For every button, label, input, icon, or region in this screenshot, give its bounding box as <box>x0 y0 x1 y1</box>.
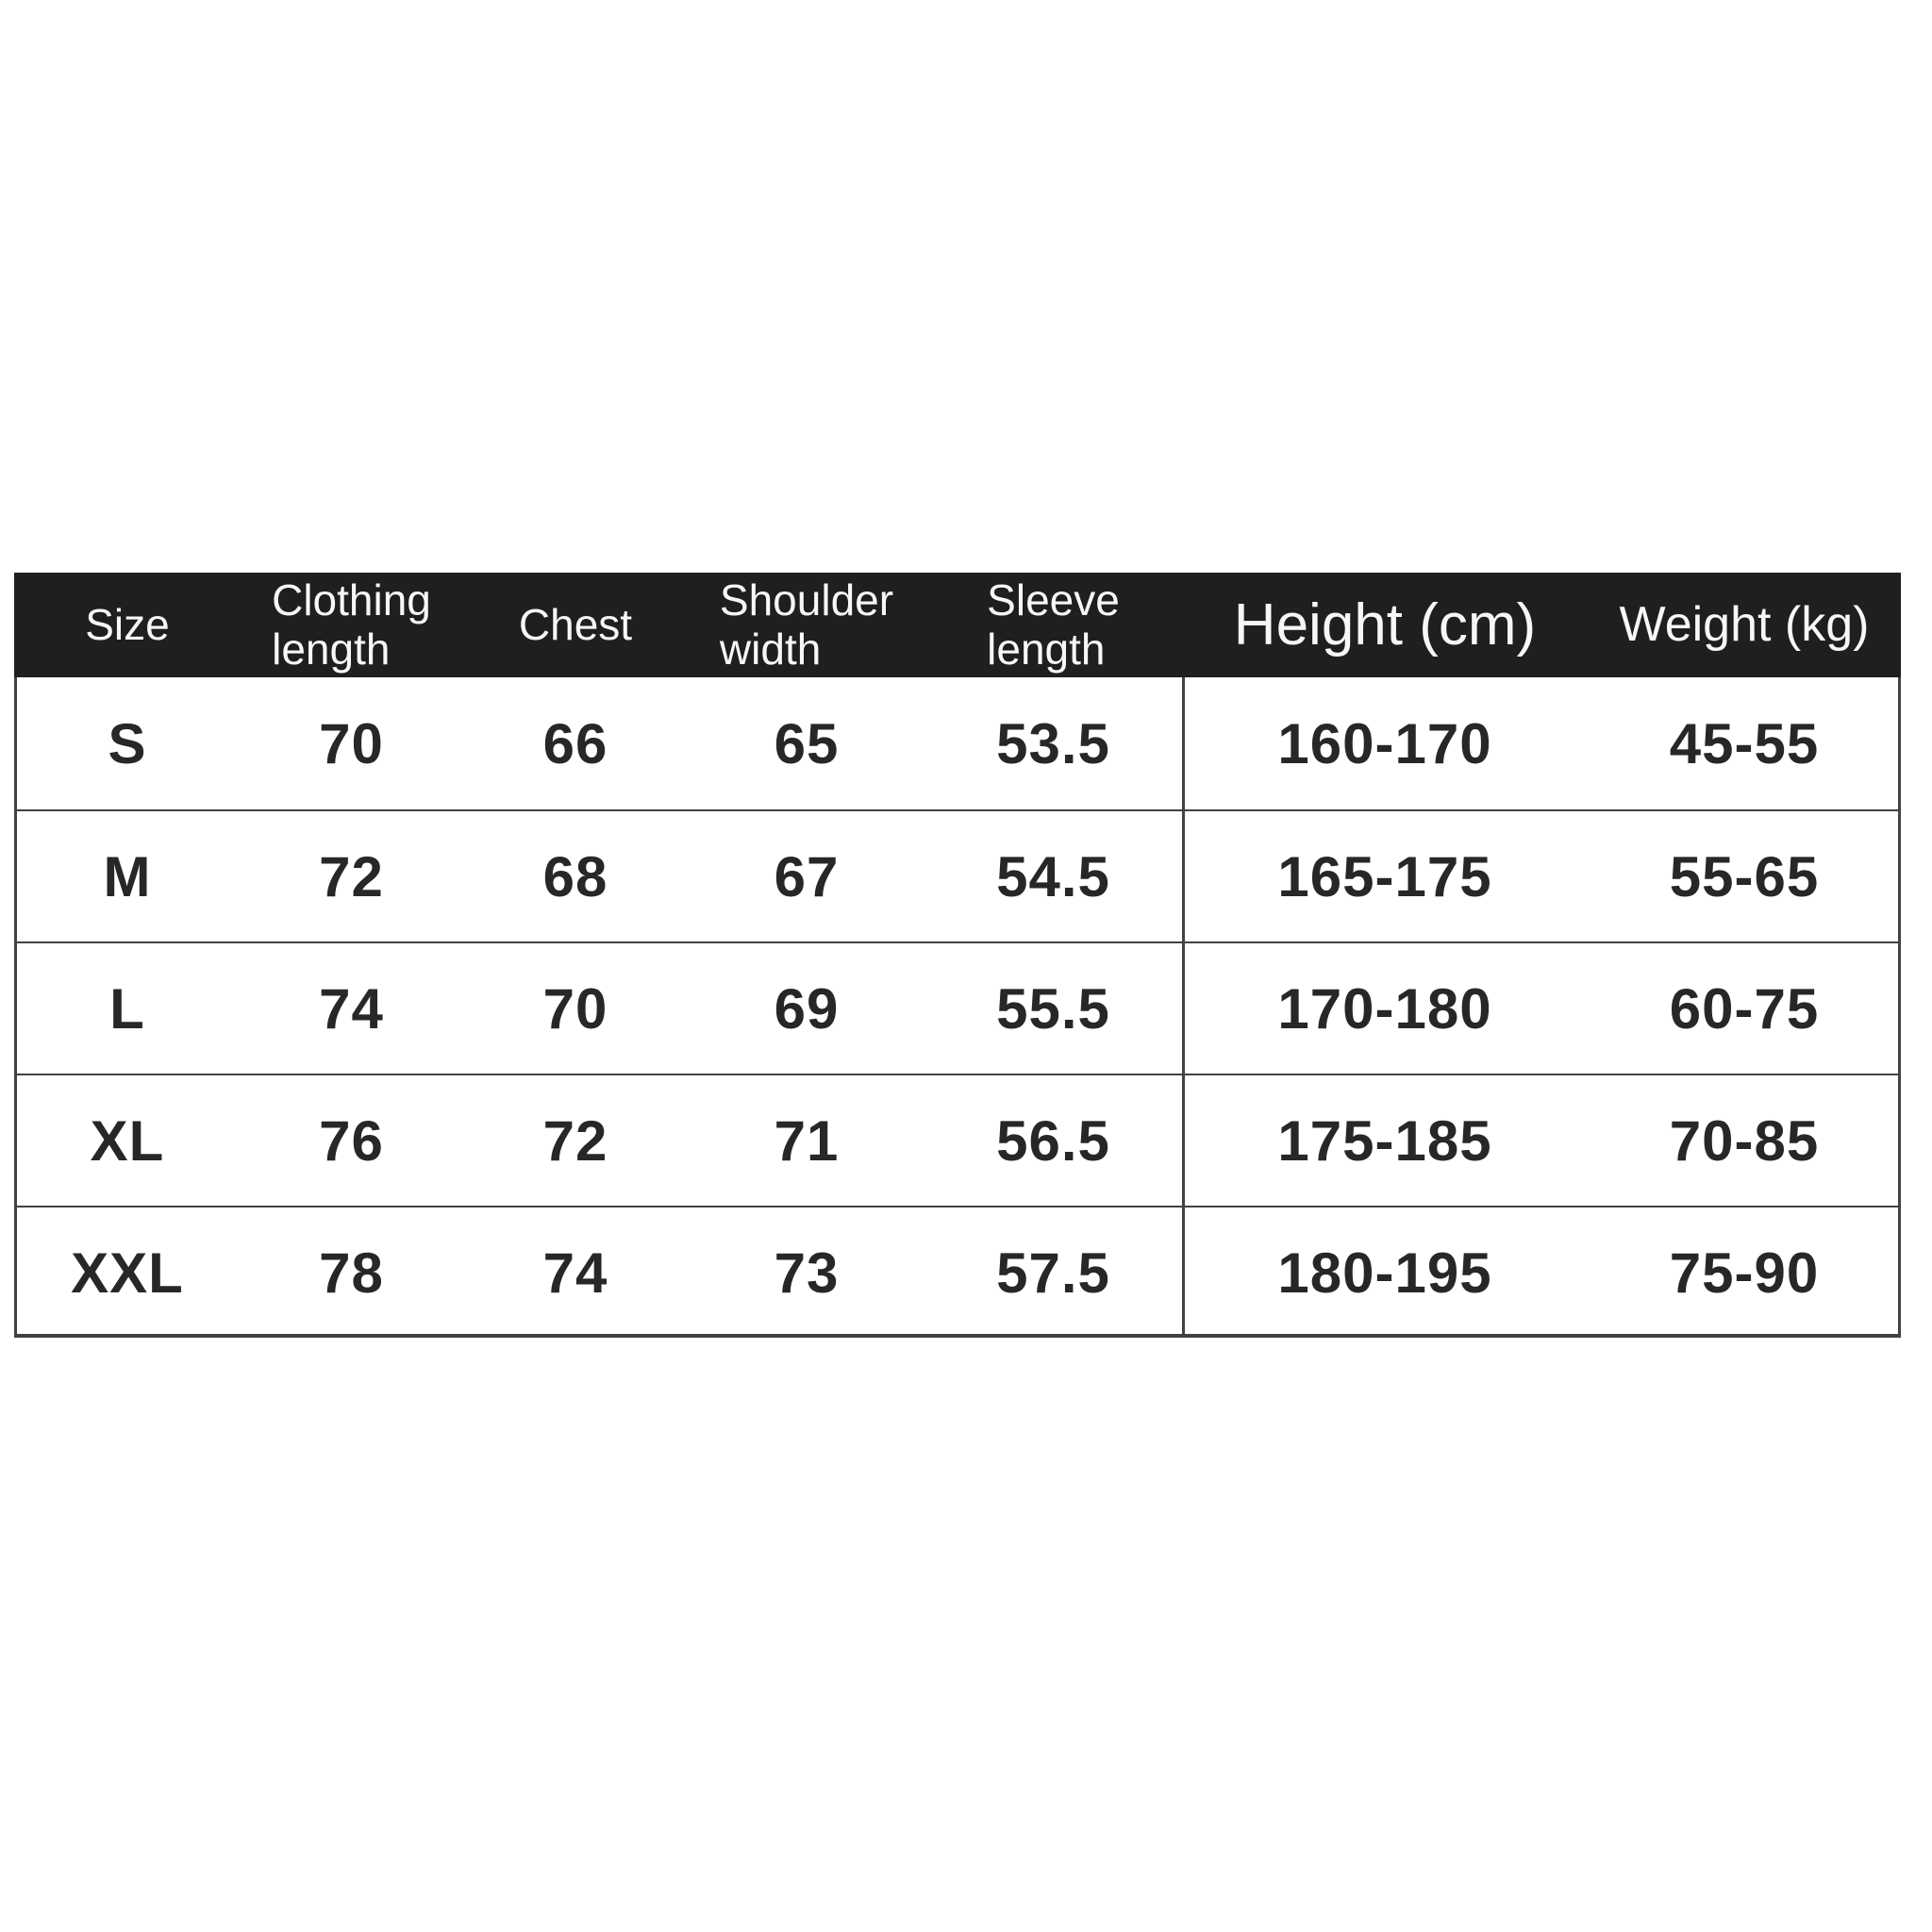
table-row-l: L 74 70 69 55.5 170-180 60-75 <box>14 941 1901 1074</box>
table-row-xl: XL 76 72 71 56.5 175-185 70-85 <box>14 1074 1901 1206</box>
cell-clothing-length: 70 <box>319 711 384 775</box>
cell-sleeve-length: 56.5 <box>996 1108 1110 1173</box>
cell-height: 175-185 <box>1277 1108 1492 1173</box>
cell-shoulder-width: 65 <box>774 711 840 775</box>
cell-shoulder-width: 67 <box>774 844 840 908</box>
cell-size: L <box>109 976 145 1041</box>
header-cell-height: Height (cm) <box>1182 573 1588 677</box>
header-cell-size: Size <box>14 573 241 677</box>
cell-chest: 66 <box>542 711 608 775</box>
cell-shoulder-width: 73 <box>774 1241 840 1305</box>
size-chart-table: Size Clothing length Chest Shoulder widt… <box>14 573 1901 1338</box>
cell-size: S <box>108 711 147 775</box>
cell-chest: 72 <box>542 1108 608 1173</box>
header-cell-clothing-length: Clothing length <box>241 573 462 677</box>
cell-weight: 60-75 <box>1669 976 1820 1041</box>
header-label: Size <box>85 599 170 649</box>
table-row-xxl: XXL 78 74 73 57.5 180-195 75-90 <box>14 1206 1901 1338</box>
header-label: Weight (kg) <box>1619 597 1870 653</box>
cell-sleeve-length: 55.5 <box>996 976 1110 1041</box>
cell-weight: 70-85 <box>1669 1108 1820 1173</box>
cell-weight: 75-90 <box>1669 1241 1820 1305</box>
cell-clothing-length: 72 <box>319 844 384 908</box>
cell-size: M <box>103 844 152 908</box>
cell-height: 160-170 <box>1277 711 1492 775</box>
header-label: Clothing length <box>272 575 431 674</box>
cell-height: 170-180 <box>1277 976 1492 1041</box>
header-cell-sleeve-length: Sleeve length <box>924 573 1182 677</box>
header-cell-chest: Chest <box>462 573 689 677</box>
vertical-divider-line <box>1182 677 1185 1338</box>
table-body: S 70 66 65 53.5 160-170 45-55 M 72 68 67… <box>14 677 1901 1338</box>
cell-sleeve-length: 54.5 <box>996 844 1110 908</box>
cell-clothing-length: 78 <box>319 1241 384 1305</box>
header-cell-shoulder-width: Shoulder width <box>689 573 924 677</box>
cell-chest: 70 <box>542 976 608 1041</box>
cell-height: 165-175 <box>1277 844 1492 908</box>
header-cell-weight: Weight (kg) <box>1588 573 1901 677</box>
cell-clothing-length: 74 <box>319 976 384 1041</box>
header-label: Chest <box>518 599 633 649</box>
cell-chest: 68 <box>542 844 608 908</box>
header-label: Height (cm) <box>1233 591 1537 658</box>
header-label: Sleeve length <box>987 575 1120 674</box>
table-row-m: M 72 68 67 54.5 165-175 55-65 <box>14 809 1901 941</box>
table-row-s: S 70 66 65 53.5 160-170 45-55 <box>14 677 1901 809</box>
header-label: Shoulder width <box>719 575 894 674</box>
cell-size: XXL <box>71 1241 184 1305</box>
cell-shoulder-width: 69 <box>774 976 840 1041</box>
cell-chest: 74 <box>542 1241 608 1305</box>
cell-sleeve-length: 53.5 <box>996 711 1110 775</box>
table-header-row: Size Clothing length Chest Shoulder widt… <box>14 573 1901 677</box>
cell-size: XL <box>90 1108 165 1173</box>
cell-weight: 55-65 <box>1669 844 1820 908</box>
cell-weight: 45-55 <box>1669 711 1820 775</box>
cell-sleeve-length: 57.5 <box>996 1241 1110 1305</box>
cell-clothing-length: 76 <box>319 1108 384 1173</box>
cell-shoulder-width: 71 <box>774 1108 840 1173</box>
cell-height: 180-195 <box>1277 1241 1492 1305</box>
